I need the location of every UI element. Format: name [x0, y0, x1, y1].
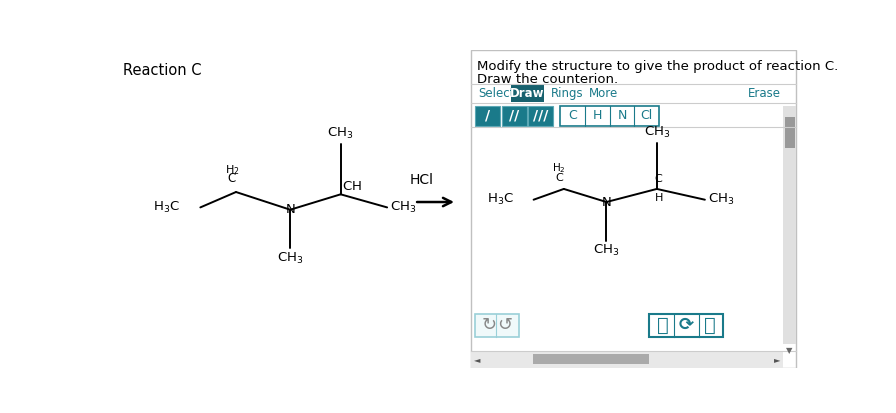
Text: $\rm{CH_3}$: $\rm{CH_3}$: [593, 243, 620, 258]
Text: $\rm{N}$: $\rm{N}$: [601, 195, 612, 209]
Text: $\rm{H_3C}$: $\rm{H_3C}$: [153, 200, 180, 215]
Bar: [476, 106, 500, 126]
Text: $\rm{H}$: $\rm{H}$: [654, 191, 663, 203]
Text: C: C: [568, 109, 577, 122]
Text: $\rm{C}$: $\rm{C}$: [654, 171, 663, 183]
Text: ⌕: ⌕: [704, 316, 716, 335]
Text: $\rm{CH}$: $\rm{CH}$: [342, 180, 362, 193]
Text: ///: ///: [533, 109, 548, 123]
Text: /: /: [486, 109, 490, 123]
Text: Select: Select: [478, 87, 515, 100]
Bar: [783, 106, 797, 344]
Text: ⟳: ⟳: [678, 316, 694, 334]
Text: ↻: ↻: [481, 316, 496, 334]
Text: ⌕: ⌕: [657, 316, 669, 335]
Bar: [649, 313, 723, 337]
Text: //: //: [509, 109, 520, 123]
Text: Reaction C: Reaction C: [123, 63, 202, 78]
Text: Erase: Erase: [748, 87, 780, 100]
Text: $\rm{H_2}$: $\rm{H_2}$: [225, 164, 239, 177]
Text: ◄: ◄: [474, 355, 480, 363]
Text: $\rm{CH_3}$: $\rm{CH_3}$: [327, 126, 354, 141]
Bar: [511, 85, 544, 102]
Text: $\rm{C}$: $\rm{C}$: [228, 172, 237, 185]
Text: $\rm{H_2}$: $\rm{H_2}$: [552, 161, 566, 175]
Bar: [502, 106, 527, 126]
Text: Draw: Draw: [510, 87, 545, 100]
Bar: [112, 50, 469, 368]
Bar: [785, 117, 795, 148]
Text: $\rm{CH_3}$: $\rm{CH_3}$: [643, 125, 670, 140]
Text: $\rm{CH_3}$: $\rm{CH_3}$: [391, 200, 417, 215]
Text: ↺: ↺: [497, 316, 513, 334]
Text: Cl: Cl: [641, 109, 653, 122]
Text: $\rm{C}$: $\rm{C}$: [555, 171, 564, 183]
Text: $\rm{H_3C}$: $\rm{H_3C}$: [487, 192, 513, 207]
Bar: [533, 354, 649, 365]
Bar: [476, 313, 519, 337]
Text: $\rm{CH_3}$: $\rm{CH_3}$: [277, 251, 304, 266]
Text: N: N: [617, 109, 626, 122]
Text: HCl: HCl: [410, 173, 434, 187]
Text: More: More: [589, 87, 618, 100]
Text: ▼: ▼: [786, 346, 793, 355]
Bar: [560, 106, 659, 126]
Text: $\rm{CH_3}$: $\rm{CH_3}$: [708, 192, 735, 207]
Text: Draw the counterion.: Draw the counterion.: [477, 74, 618, 86]
Text: Rings: Rings: [551, 87, 583, 100]
Text: ►: ►: [774, 355, 780, 363]
Text: H: H: [592, 109, 602, 122]
Text: Modify the structure to give the product of reaction C.: Modify the structure to give the product…: [477, 59, 839, 73]
Bar: [528, 106, 553, 126]
Bar: [470, 50, 797, 368]
Bar: [470, 351, 783, 368]
Text: $\rm{N}$: $\rm{N}$: [285, 203, 296, 216]
